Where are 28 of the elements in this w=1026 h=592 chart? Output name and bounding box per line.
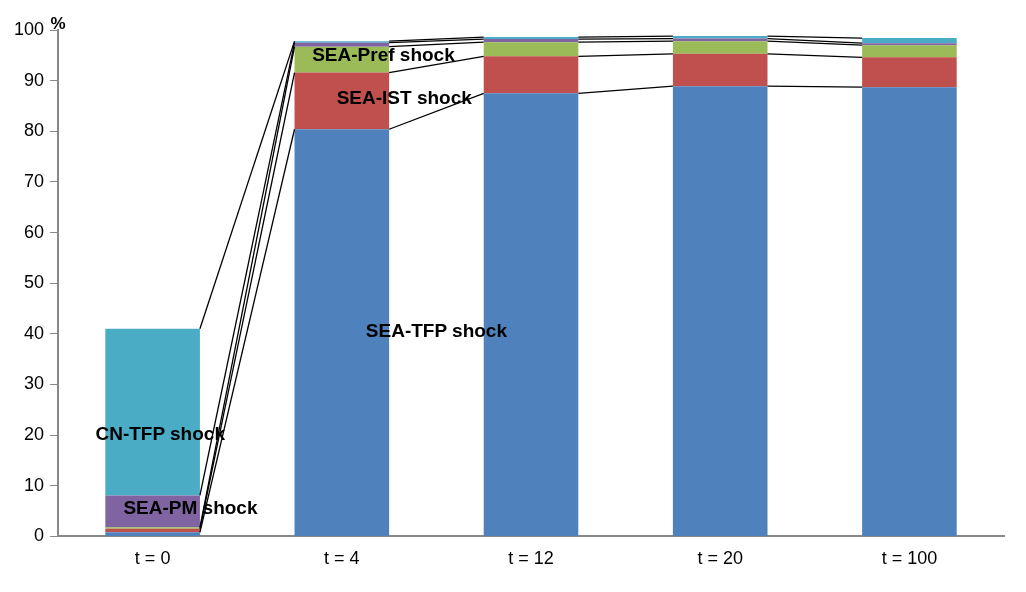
y-tick-label: 100 — [13, 18, 45, 39]
bar — [483, 42, 579, 57]
y-tick-label: 70 — [24, 170, 45, 191]
y-tick-label: 50 — [24, 272, 45, 293]
y-tick-label: 10 — [24, 474, 45, 495]
bar — [672, 41, 768, 54]
bar — [862, 43, 957, 46]
y-tick-label: 30 — [24, 373, 45, 394]
x-tick-label: t = 4 — [324, 548, 360, 569]
y-axis-title: % — [50, 13, 66, 33]
y-tick-label: 60 — [24, 221, 45, 242]
y-tick-label: 90 — [24, 69, 45, 90]
bar — [862, 38, 957, 44]
bar — [105, 532, 200, 536]
y-tick-label: 80 — [24, 120, 45, 141]
x-tick-label: t = 100 — [881, 548, 938, 569]
bar — [483, 56, 579, 94]
bar — [672, 86, 768, 536]
y-tick-label: 20 — [24, 424, 45, 445]
bar — [862, 87, 957, 536]
x-tick-label: t = 12 — [508, 548, 554, 569]
x-tick-label: t = 0 — [134, 548, 171, 569]
bar — [862, 45, 957, 58]
y-tick-label: 0 — [34, 525, 45, 546]
bar — [672, 53, 768, 87]
x-tick-label: t = 20 — [697, 548, 743, 569]
y-tick-label: 40 — [24, 322, 45, 343]
bar — [862, 57, 957, 88]
